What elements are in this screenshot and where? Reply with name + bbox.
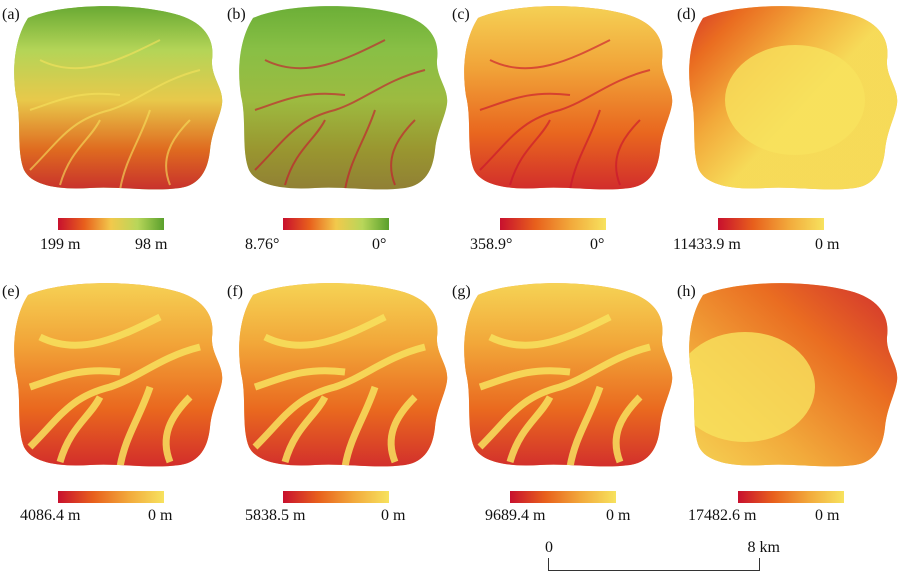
raster-map bbox=[689, 6, 898, 190]
map-channels bbox=[27, 313, 201, 467]
panel-label: (c) bbox=[452, 6, 470, 23]
map-panel-e: (e) 4086.4 m 0 m bbox=[0, 277, 225, 564]
map-panel-f: (f) 5838.5 m 0 m bbox=[225, 277, 450, 564]
legend-min-label: 0 m bbox=[148, 507, 173, 524]
legend-color-bar bbox=[718, 218, 824, 230]
scale-bar-end: 8 km bbox=[747, 539, 780, 556]
map-gradient bbox=[464, 6, 673, 190]
legend-max-label: 4086.4 m bbox=[20, 507, 81, 524]
panel-label: (h) bbox=[677, 283, 696, 300]
legend-max-label: 9689.4 m bbox=[485, 507, 546, 524]
map-panel-a: (a) 199 m 98 m bbox=[0, 0, 225, 287]
panel-label: (b) bbox=[227, 6, 246, 23]
legend-min-label: 0 m bbox=[606, 507, 631, 524]
legend-color-bar bbox=[500, 218, 606, 230]
map-channels bbox=[252, 313, 426, 467]
raster-map bbox=[689, 283, 898, 467]
legend-color-bar bbox=[283, 491, 389, 503]
map-panel-h: (h) 17482.6 m 0 m bbox=[675, 277, 900, 564]
map-gradient bbox=[239, 6, 448, 190]
legend-max-label: 11433.9 m bbox=[673, 236, 741, 253]
legend-max-label: 199 m bbox=[40, 236, 81, 253]
map-panel-d: (d) 11433.9 m 0 m bbox=[673, 0, 900, 287]
raster-map bbox=[464, 283, 673, 467]
map-panel-b: (b) 8.76° 0° bbox=[225, 0, 450, 287]
raster-map bbox=[14, 283, 223, 467]
legend-color-bar bbox=[283, 218, 389, 230]
legend-max-label: 358.9° bbox=[470, 236, 513, 253]
legend-color-bar bbox=[58, 218, 164, 230]
legend-color-bar bbox=[738, 491, 844, 503]
map-panel-g: (g) 9689.4 m 0 m bbox=[450, 277, 675, 564]
raster-map bbox=[464, 6, 673, 190]
legend-min-label: 0° bbox=[372, 236, 387, 253]
legend-min-label: 0 m bbox=[381, 507, 406, 524]
legend-min-label: 0 m bbox=[815, 236, 840, 253]
panel-label: (d) bbox=[677, 6, 696, 23]
legend-color-bar bbox=[510, 491, 616, 503]
legend-min-label: 0 m bbox=[815, 507, 840, 524]
map-channels bbox=[29, 39, 201, 190]
map-channels bbox=[725, 45, 865, 155]
scale-bar-start: 0 bbox=[545, 539, 553, 556]
panel-label: (a) bbox=[2, 6, 20, 23]
scale-bar: 0 8 km bbox=[545, 539, 780, 571]
raster-map bbox=[239, 283, 448, 467]
legend-color-bar bbox=[58, 491, 164, 503]
legend-max-label: 17482.6 m bbox=[688, 507, 757, 524]
map-channels bbox=[689, 332, 815, 442]
map-gradient bbox=[14, 6, 223, 190]
legend-min-label: 98 m bbox=[135, 236, 168, 253]
map-channels bbox=[477, 313, 651, 467]
map-channels bbox=[254, 39, 426, 190]
panel-label: (g) bbox=[452, 283, 471, 300]
map-channels bbox=[479, 39, 651, 190]
legend-max-label: 5838.5 m bbox=[245, 507, 306, 524]
legend-max-label: 8.76° bbox=[245, 236, 280, 253]
panel-label: (e) bbox=[2, 283, 20, 300]
raster-map bbox=[14, 6, 223, 190]
panel-label: (f) bbox=[227, 283, 243, 300]
legend-min-label: 0° bbox=[590, 236, 605, 253]
map-panel-c: (c) 358.9° 0° bbox=[450, 0, 675, 287]
raster-map bbox=[239, 6, 448, 190]
scale-bar-line bbox=[548, 558, 760, 571]
